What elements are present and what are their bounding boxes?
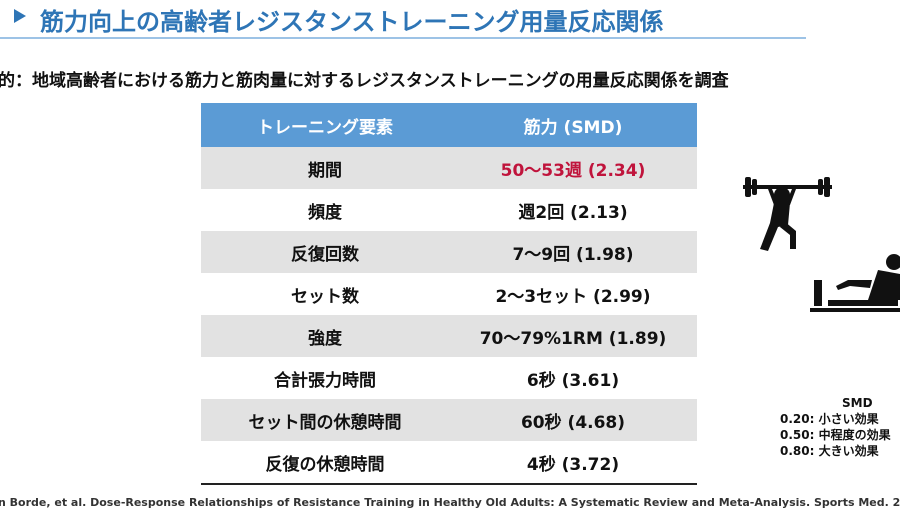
legend: SMD 0.20: 小さい効果 0.50: 中程度の効果 0.80: 大きい効果 <box>780 395 891 459</box>
table-cell: 反復回数 <box>201 231 449 273</box>
table-cell: 70〜79%1RM (1.89) <box>449 315 697 357</box>
table-cell: 7〜9回 (1.98) <box>449 231 697 273</box>
leg-press-icon <box>810 254 900 312</box>
table-row: セット数 2〜3セット (2.99) <box>201 273 697 315</box>
table-row: 期間 50〜53週 (2.34) <box>201 147 697 189</box>
title-bullet <box>14 9 26 23</box>
table-row: 反復の休憩時間 4秒 (3.72) <box>201 441 697 485</box>
table-cell: 頻度 <box>308 202 342 223</box>
table-cell: 50〜53週 (2.34) <box>449 147 697 189</box>
table-cell: 強度 <box>201 315 449 357</box>
table-row: 強度 70〜79%1RM (1.89) <box>201 315 697 357</box>
table-row: 頻度 週2回 (2.13) <box>201 189 697 231</box>
column-header: トレーニング要素 <box>201 103 449 147</box>
legend-title: SMD <box>842 396 873 410</box>
reference: n Borde, et al. Dose-Response Relationsh… <box>0 496 900 509</box>
table-cell: 反復の休憩時間 <box>201 441 449 485</box>
table-cell: 合計張力時間 <box>274 370 376 391</box>
table-row: 反復回数 7〜9回 (1.98) <box>201 231 697 273</box>
table-cell: 4秒 (3.72) <box>449 441 697 485</box>
barbell-icon <box>743 177 832 251</box>
title-rule <box>0 37 806 39</box>
title: 筋力向上の高齢者レジスタンストレーニング用量反応関係 <box>40 8 664 36</box>
table-cell: 期間 <box>201 147 449 189</box>
subtitle: 的：地域高齢者における筋力と筋肉量に対するレジスタンストレーニングの用量反応関係… <box>0 71 729 91</box>
legend-item: 0.80: 大きい効果 <box>780 444 879 458</box>
column-header: 筋力 (SMD) <box>449 103 697 147</box>
table-cell: 6秒 (3.61) <box>526 370 620 391</box>
legend-item: 0.50: 中程度の効果 <box>780 428 891 442</box>
table: トレーニング要素 筋力 (SMD) 期間 50〜53週 (2.34) 頻度 週2回 (2… <box>201 103 697 485</box>
table-cell: セット数 <box>291 286 359 307</box>
header-row: トレーニング要素 筋力 (SMD) <box>201 103 697 147</box>
table-cell: 週2回 (2.13) <box>518 202 628 223</box>
table-cell: 60秒 (4.68) <box>449 399 697 441</box>
table-cell: 2〜3セット (2.99) <box>495 286 651 307</box>
table-row: 合計張力時間 6秒 (3.61) <box>201 357 697 399</box>
table-row: セット間の休憩時間 60秒 (4.68) <box>201 399 697 441</box>
table-cell: セット間の休憩時間 <box>201 399 449 441</box>
legend-item: 0.20: 小さい効果 <box>780 412 879 426</box>
